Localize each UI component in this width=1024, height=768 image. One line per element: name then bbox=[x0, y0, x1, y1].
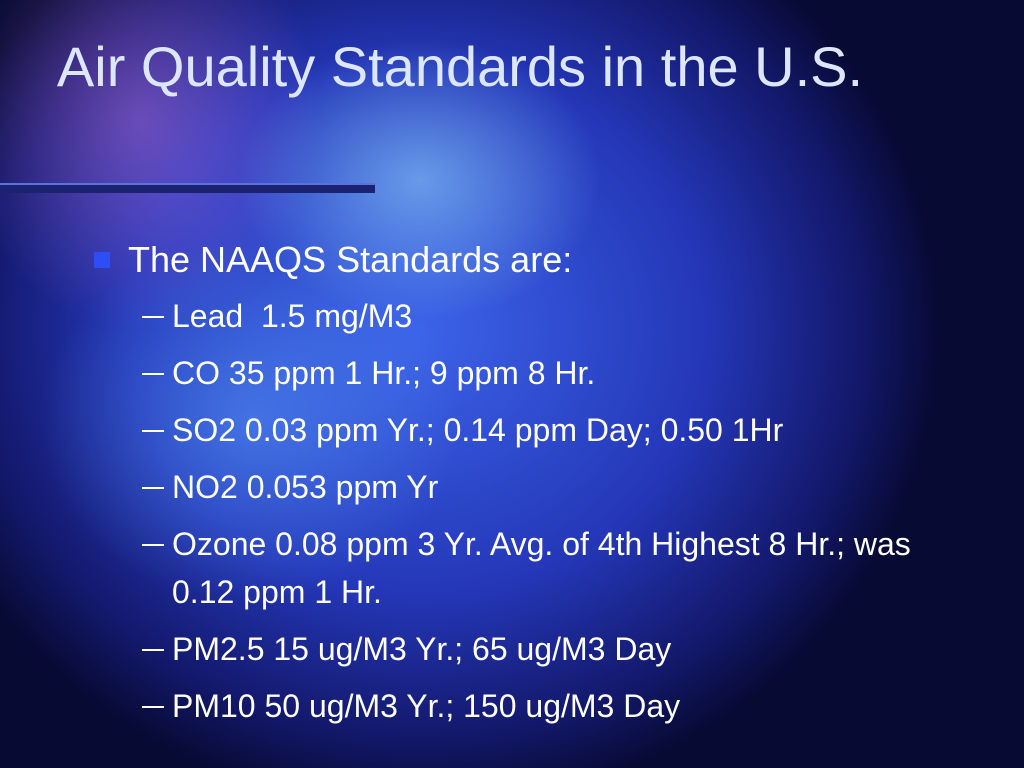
sub-item-text: NO2 0.053 ppm Yr bbox=[172, 469, 439, 505]
sub-item-text: SO2 0.03 ppm Yr.; 0.14 ppm Day; 0.50 1Hr bbox=[172, 412, 784, 448]
sub-item-text: PM2.5 15 ug/M3 Yr.; 65 ug/M3 Day bbox=[172, 631, 672, 667]
sub-item: CO 35 ppm 1 Hr.; 9 ppm 8 Hr. bbox=[90, 349, 970, 397]
title-rule bbox=[0, 183, 375, 193]
slide-title: Air Quality Standards in the U.S. bbox=[56, 35, 864, 98]
sub-item: PM10 50 ug/M3 Yr.; 150 ug/M3 Day bbox=[90, 682, 970, 730]
sub-item: PM2.5 15 ug/M3 Yr.; 65 ug/M3 Day bbox=[90, 625, 970, 673]
sub-item: Ozone 0.08 ppm 3 Yr. Avg. of 4th Highest… bbox=[90, 520, 970, 616]
sub-item-text: Lead 1.5 mg/M3 bbox=[172, 298, 413, 334]
sub-list: Lead 1.5 mg/M3 CO 35 ppm 1 Hr.; 9 ppm 8 H… bbox=[90, 292, 970, 730]
sub-item-text: PM10 50 ug/M3 Yr.; 150 ug/M3 Day bbox=[172, 688, 681, 724]
dash-marker bbox=[142, 649, 164, 651]
bullet: The NAAQS Standards are: bbox=[90, 232, 970, 288]
dash-marker bbox=[142, 706, 164, 708]
bullet-text: The NAAQS Standards are: bbox=[128, 239, 573, 280]
slide-body: The NAAQS Standards are: Lead 1.5 mg/M3 CO… bbox=[90, 232, 970, 739]
dash-marker bbox=[142, 487, 164, 489]
dash-marker bbox=[142, 373, 164, 375]
sub-item: NO2 0.053 ppm Yr bbox=[90, 463, 970, 511]
sub-item-text: CO 35 ppm 1 Hr.; 9 ppm 8 Hr. bbox=[172, 355, 596, 391]
sub-item-text: Ozone 0.08 ppm 3 Yr. Avg. of 4th Highest… bbox=[172, 526, 920, 610]
dash-marker bbox=[142, 316, 164, 318]
dash-marker bbox=[142, 544, 164, 546]
sub-item: Lead 1.5 mg/M3 bbox=[90, 292, 970, 340]
dash-marker bbox=[142, 430, 164, 432]
sub-item: SO2 0.03 ppm Yr.; 0.14 ppm Day; 0.50 1Hr bbox=[90, 406, 970, 454]
bullet-marker bbox=[94, 252, 110, 268]
